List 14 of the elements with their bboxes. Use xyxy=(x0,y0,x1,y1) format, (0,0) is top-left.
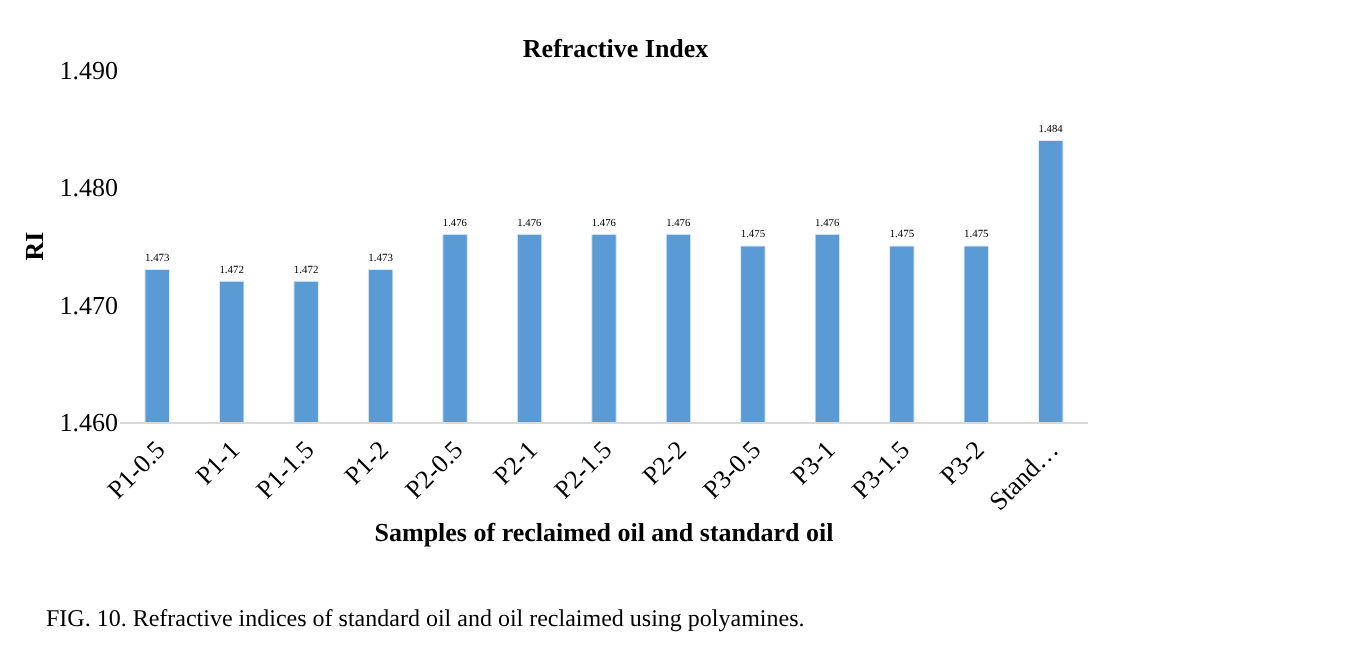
x-tick-label: P1-2 xyxy=(338,434,395,491)
caption: FIG. 10. Refractive indices of standard oil and oil reclaimed using polyamines. xyxy=(46,604,805,632)
x-tick-label: P2-2 xyxy=(635,434,692,491)
y-tick-label: 1.460 xyxy=(59,407,118,438)
chart-title: Refractive Index xyxy=(522,32,710,63)
y-tick-label: 1.470 xyxy=(59,289,118,320)
x-axis-title: Samples of reclaimed oil and standard oil xyxy=(374,517,835,548)
y-tick-label: 1.490 xyxy=(59,55,118,86)
x-tick-label: P2-1 xyxy=(487,434,543,491)
x-tick-label: P1-1 xyxy=(189,434,246,491)
x-tick-label: P3-2 xyxy=(933,434,990,491)
y-axis-title: RI xyxy=(19,231,50,261)
x-tick-label: P3-1 xyxy=(784,434,841,491)
y-tick-label: 1.480 xyxy=(59,172,118,203)
